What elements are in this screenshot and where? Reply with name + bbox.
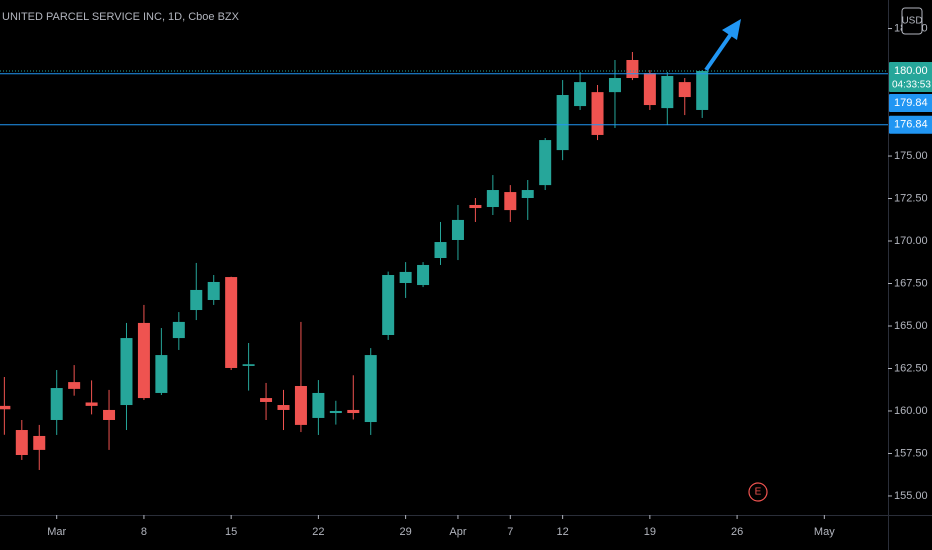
y-tick-label: 175.00 [894, 150, 928, 162]
candle-body [696, 71, 709, 110]
price-tag-label: 179.84 [894, 97, 928, 109]
y-tick-label: 162.50 [894, 362, 928, 374]
y-tick-label: 165.00 [894, 320, 928, 332]
candle-body [120, 338, 133, 406]
candle-body [33, 435, 46, 450]
candle-body [608, 78, 621, 93]
candle-body [469, 204, 482, 209]
candle-body [626, 59, 639, 79]
candle-body [382, 275, 395, 336]
candle-body [277, 405, 290, 410]
y-tick-label: 160.00 [894, 405, 928, 417]
earnings-circle [748, 482, 768, 502]
candle-body [50, 388, 63, 420]
candle-body [85, 402, 98, 406]
candle-body [225, 277, 238, 368]
y-tick-label: 157.50 [894, 447, 928, 459]
candle-body [207, 281, 220, 300]
price-tag [889, 62, 932, 93]
y-tick-label: 167.50 [894, 277, 928, 289]
candle-body [678, 82, 691, 98]
candle-body [242, 364, 255, 366]
arrow-head [722, 19, 741, 40]
candle-body [190, 289, 203, 311]
candle-body [643, 73, 656, 106]
x-tick-label: 29 [399, 526, 411, 538]
candle-body [556, 95, 569, 151]
price-tag-label: 180.00 [894, 65, 928, 77]
candle-body [312, 392, 325, 418]
countdown-label: 04:33:53 [892, 80, 931, 91]
candle-body [451, 219, 464, 240]
chart-title: UNITED PARCEL SERVICE INC, 1D, Cboe BZX [2, 11, 240, 23]
x-tick-label: 12 [557, 526, 569, 538]
candle-body [399, 271, 412, 283]
price-tag-label: 176.84 [894, 119, 928, 131]
candle-body [574, 82, 587, 107]
candle-body [504, 192, 517, 211]
x-tick-label: May [814, 526, 835, 538]
y-tick-label: 155.00 [894, 490, 928, 502]
x-tick-label: Apr [449, 526, 466, 538]
currency-label[interactable]: USD [901, 16, 922, 27]
price-tag [889, 94, 932, 113]
candle-body [294, 385, 307, 425]
candle-body [260, 398, 273, 402]
candle-body [68, 382, 81, 389]
arrow [704, 19, 741, 72]
y-tick-label: 172.50 [894, 192, 928, 204]
x-tick-label: 22 [312, 526, 324, 538]
x-tick-label: 19 [644, 526, 656, 538]
x-tick-label: 15 [225, 526, 237, 538]
earnings-marker: E [748, 482, 768, 502]
candle-body [364, 355, 377, 423]
x-tick-label: Mar [47, 526, 66, 538]
candle-body [521, 190, 534, 199]
candle-body [103, 409, 116, 420]
candle-body [661, 75, 674, 109]
candle-body [137, 322, 150, 399]
candle-body [591, 92, 604, 135]
price-tag [889, 115, 932, 134]
candle-body [329, 410, 342, 414]
candle-body [155, 355, 168, 393]
currency-box[interactable] [901, 7, 923, 35]
arrow-shaft [704, 32, 733, 72]
candle-body [417, 264, 430, 286]
candle-body [0, 405, 11, 410]
candle-body [434, 242, 447, 259]
y-tick-label: 170.00 [894, 235, 928, 247]
candle-body [172, 321, 185, 339]
plot [0, 52, 888, 470]
x-tick-label: 8 [141, 526, 147, 538]
candle-body [539, 140, 552, 186]
candle-body [486, 190, 499, 208]
candle-body [15, 430, 28, 456]
candle-body [347, 409, 360, 414]
x-tick-label: 7 [507, 526, 513, 538]
x-tick-label: 26 [731, 526, 743, 538]
earnings-label: E [755, 487, 762, 498]
